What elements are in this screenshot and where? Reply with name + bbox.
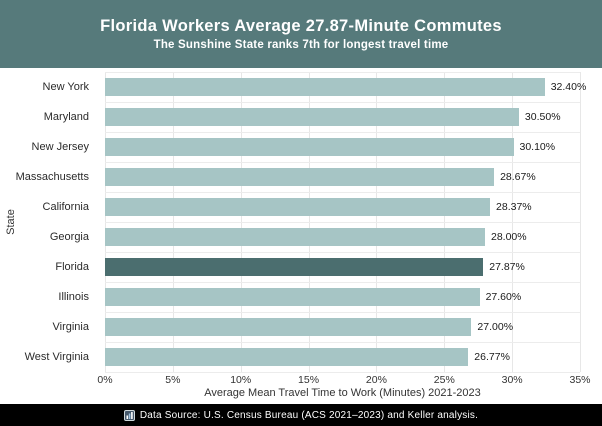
horizontal-gridline: [105, 192, 580, 193]
x-tick-label: 30%: [501, 374, 523, 386]
chart-icon: [123, 409, 135, 421]
bar-west-virginia: [105, 348, 469, 366]
x-axis-title: Average Mean Travel Time to Work (Minute…: [204, 387, 481, 399]
bar-new-york: [105, 78, 545, 96]
value-label: 30.50%: [524, 111, 561, 123]
bar-massachusetts: [105, 168, 495, 186]
x-tick-label: 5%: [165, 374, 181, 386]
vertical-gridline: [580, 72, 581, 372]
category-label: Florida: [55, 261, 89, 273]
category-label: Massachusetts: [15, 171, 89, 183]
x-tick-label: 35%: [569, 374, 591, 386]
category-label: New York: [42, 81, 89, 93]
x-axis-ticks: 0% 5% 10% 15% 20% 25% 30% 35%: [97, 374, 590, 388]
bar-virginia: [105, 318, 472, 336]
horizontal-gridline: [105, 252, 580, 253]
bar-georgia: [105, 228, 485, 246]
horizontal-gridline: [105, 342, 580, 343]
bar-california: [105, 198, 491, 216]
category-label: West Virginia: [24, 351, 89, 363]
horizontal-gridline: [105, 72, 580, 73]
category-label: Virginia: [52, 321, 90, 333]
category-label: California: [42, 201, 89, 213]
bar-florida: [105, 258, 484, 276]
source-footer: Data Source: U.S. Census Bureau (ACS 202…: [0, 404, 602, 426]
x-tick-label: 0%: [97, 374, 113, 386]
value-label: 28.37%: [496, 201, 532, 213]
horizontal-gridline: [105, 162, 580, 163]
category-label: Illinois: [58, 291, 89, 303]
value-label: 28.67%: [500, 171, 536, 183]
x-tick-label: 20%: [365, 374, 387, 386]
bar-maryland: [105, 108, 519, 126]
horizontal-gridline: [105, 102, 580, 103]
bar-new-jersey: [105, 138, 514, 156]
bar-illinois: [105, 288, 480, 306]
chart-header: Florida Workers Average 27.87-Minute Com…: [0, 0, 602, 68]
y-axis-labels: New York Maryland New Jersey Massachusetts C…: [0, 72, 97, 372]
horizontal-gridline: [105, 132, 580, 133]
category-label: Georgia: [49, 231, 89, 243]
category-label: Maryland: [43, 111, 89, 123]
value-label: 28.00%: [491, 231, 527, 243]
value-label: 32.40%: [550, 81, 587, 93]
value-label: 27.60%: [485, 291, 522, 303]
x-tick-label: 15%: [298, 374, 320, 386]
x-tick-label: 10%: [230, 374, 252, 386]
page-title: Florida Workers Average 27.87-Minute Com…: [100, 17, 502, 35]
horizontal-gridline: [105, 222, 580, 223]
horizontal-gridline: [105, 312, 580, 313]
category-label: New Jersey: [31, 141, 89, 153]
value-label: 30.10%: [519, 141, 556, 153]
value-label: 26.77%: [474, 351, 510, 363]
value-label: 27.87%: [489, 261, 525, 273]
page-subtitle: The Sunshine State ranks 7th for longest…: [153, 39, 449, 51]
horizontal-gridline: [105, 372, 580, 373]
horizontal-gridline: [105, 282, 580, 283]
plot-area: 32.40% 30.50% 30.10% 28.67% 28.37% 28.00% 27.8…: [105, 72, 586, 373]
source-text: Data Source: U.S. Census Bureau (ACS 202…: [139, 409, 479, 421]
value-label: 27.00%: [477, 321, 514, 333]
x-tick-label: 25%: [433, 374, 455, 386]
